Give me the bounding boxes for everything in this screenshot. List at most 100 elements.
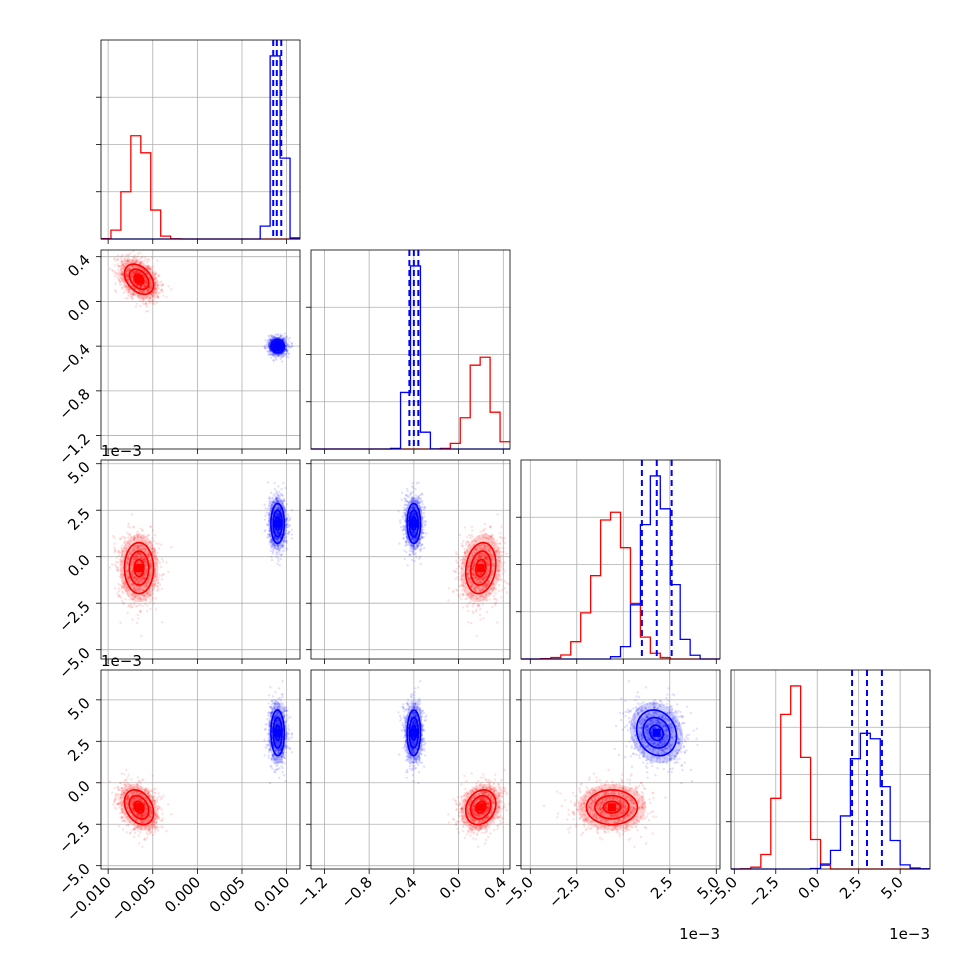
scatter-point — [129, 291, 132, 295]
scatter-point — [133, 594, 136, 597]
scatter-point — [269, 339, 272, 342]
scatter-point — [269, 336, 272, 339]
scatter-point — [273, 482, 276, 485]
scatter-point — [148, 578, 152, 581]
scatter-point — [490, 569, 494, 572]
scatter-point — [137, 551, 140, 554]
scatter-point — [153, 575, 156, 578]
scatter-point — [140, 580, 143, 584]
scatter-point — [484, 554, 488, 558]
scatter-point — [134, 270, 137, 273]
scatter-point — [139, 544, 143, 548]
scatter-point — [145, 584, 148, 587]
scatter-point — [269, 542, 272, 546]
scatter-point — [126, 574, 129, 578]
scatter-point — [479, 607, 482, 611]
scatter-point — [286, 548, 289, 551]
scatter-point — [283, 537, 287, 540]
scatter-point — [133, 264, 136, 268]
scatter-point — [136, 551, 139, 555]
scatter-point — [157, 588, 160, 592]
scatter-point — [134, 576, 137, 580]
scatter-point — [284, 514, 287, 517]
scatter-point — [131, 593, 134, 596]
scatter-point — [152, 276, 156, 279]
scatter-point — [132, 583, 136, 587]
scatter-point — [268, 510, 272, 513]
scatter-point — [128, 533, 131, 536]
scatter-point — [124, 587, 127, 591]
scatter-point — [465, 549, 469, 552]
scatter-point — [154, 272, 157, 276]
scatter-point — [156, 578, 160, 582]
scatter-point — [482, 556, 485, 559]
scatter-point — [152, 301, 155, 304]
scatter-point — [134, 578, 138, 581]
scatter-point — [108, 267, 112, 271]
scatter-point — [130, 274, 134, 277]
scatter-point — [153, 558, 157, 561]
scatter-point — [277, 513, 280, 516]
scatter-point — [275, 491, 279, 495]
scatter-point — [120, 587, 124, 590]
scatter-point — [157, 291, 160, 295]
scatter-point — [137, 296, 140, 299]
scatter-point — [272, 359, 275, 362]
scatter-point — [152, 289, 155, 293]
scatter-point — [137, 580, 140, 583]
scatter-point — [114, 289, 117, 292]
scatter-point — [123, 265, 127, 268]
scatter-point — [277, 514, 281, 517]
scatter-point — [268, 351, 272, 355]
scatter-point — [144, 599, 148, 602]
scatter-point — [278, 548, 281, 551]
scatter-point — [120, 277, 123, 280]
scatter-point — [484, 576, 487, 579]
scatter-point — [279, 354, 283, 357]
scatter-point — [126, 258, 129, 261]
scatter-point — [140, 290, 144, 294]
scatter-point — [142, 558, 145, 562]
scatter-point — [287, 532, 290, 535]
scatter-point — [139, 597, 142, 600]
scatter-point — [269, 549, 272, 552]
scatter-point — [476, 605, 479, 608]
scatter-point — [131, 275, 134, 279]
scatter-point — [131, 278, 134, 281]
scatter-point — [143, 576, 146, 579]
scatter-point — [154, 608, 158, 611]
scatter-point — [147, 588, 151, 592]
scatter-point — [287, 352, 291, 355]
scatter-point — [276, 551, 279, 555]
scatter-point — [129, 539, 132, 543]
scatter-point — [142, 560, 146, 564]
scatter-point — [136, 284, 139, 287]
scatter-point — [118, 551, 122, 555]
scatter-point — [144, 569, 148, 572]
scatter-point — [275, 537, 278, 541]
scatter-point — [492, 566, 496, 570]
scatter-point — [276, 539, 279, 542]
scatter-point — [269, 338, 272, 341]
scatter-point — [286, 523, 289, 526]
scatter-point — [462, 558, 465, 561]
scatter-point — [144, 270, 147, 274]
scatter-point — [281, 352, 284, 355]
scatter-point — [475, 585, 479, 588]
scatter-point — [156, 293, 159, 296]
scatter-point — [131, 549, 134, 553]
scatter-point — [135, 587, 139, 591]
scatter-point — [160, 288, 163, 291]
scatter-point — [120, 585, 124, 588]
scatter-point — [142, 291, 146, 294]
scatter-point — [277, 531, 280, 535]
scatter-point — [140, 577, 143, 580]
scatter-point — [157, 296, 160, 299]
scatter-point — [139, 548, 142, 551]
scatter-point — [139, 587, 142, 590]
scatter-point — [126, 578, 130, 582]
scatter-point — [286, 342, 289, 346]
scatter-point — [126, 588, 129, 591]
scatter-point — [129, 578, 132, 582]
scatter-point — [146, 258, 150, 261]
